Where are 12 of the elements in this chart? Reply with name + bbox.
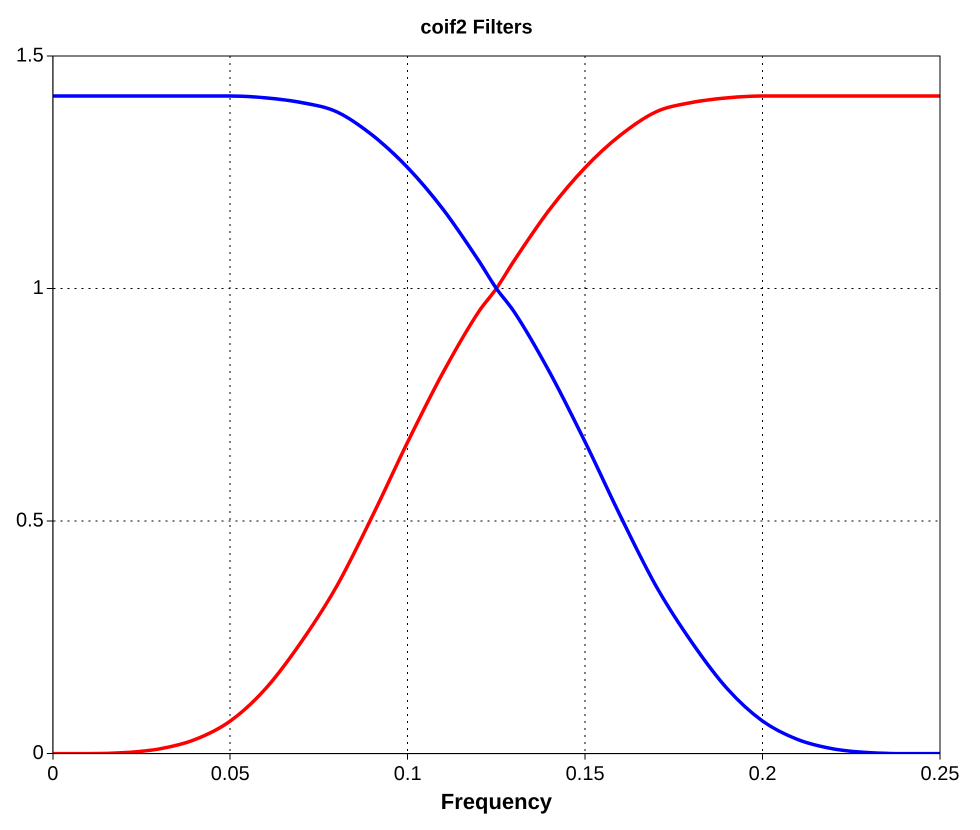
x-tick-label: 0.1 — [394, 763, 422, 786]
y-tick-label: 1 — [32, 277, 44, 300]
x-tick-label: 0.2 — [748, 763, 776, 786]
y-tick-label: 1.5 — [16, 44, 44, 67]
y-tick-label: 0.5 — [16, 510, 44, 532]
x-tick-label: 0.15 — [566, 763, 605, 786]
chart-title: coif2 Filters — [420, 16, 533, 39]
y-tick-label: 0 — [32, 742, 44, 764]
x-tick-label: 0.25 — [920, 763, 960, 786]
x-tick-label: 0 — [47, 763, 58, 786]
x-axis-title: Frequency — [440, 788, 553, 814]
x-tick-label: 0.05 — [210, 763, 250, 786]
